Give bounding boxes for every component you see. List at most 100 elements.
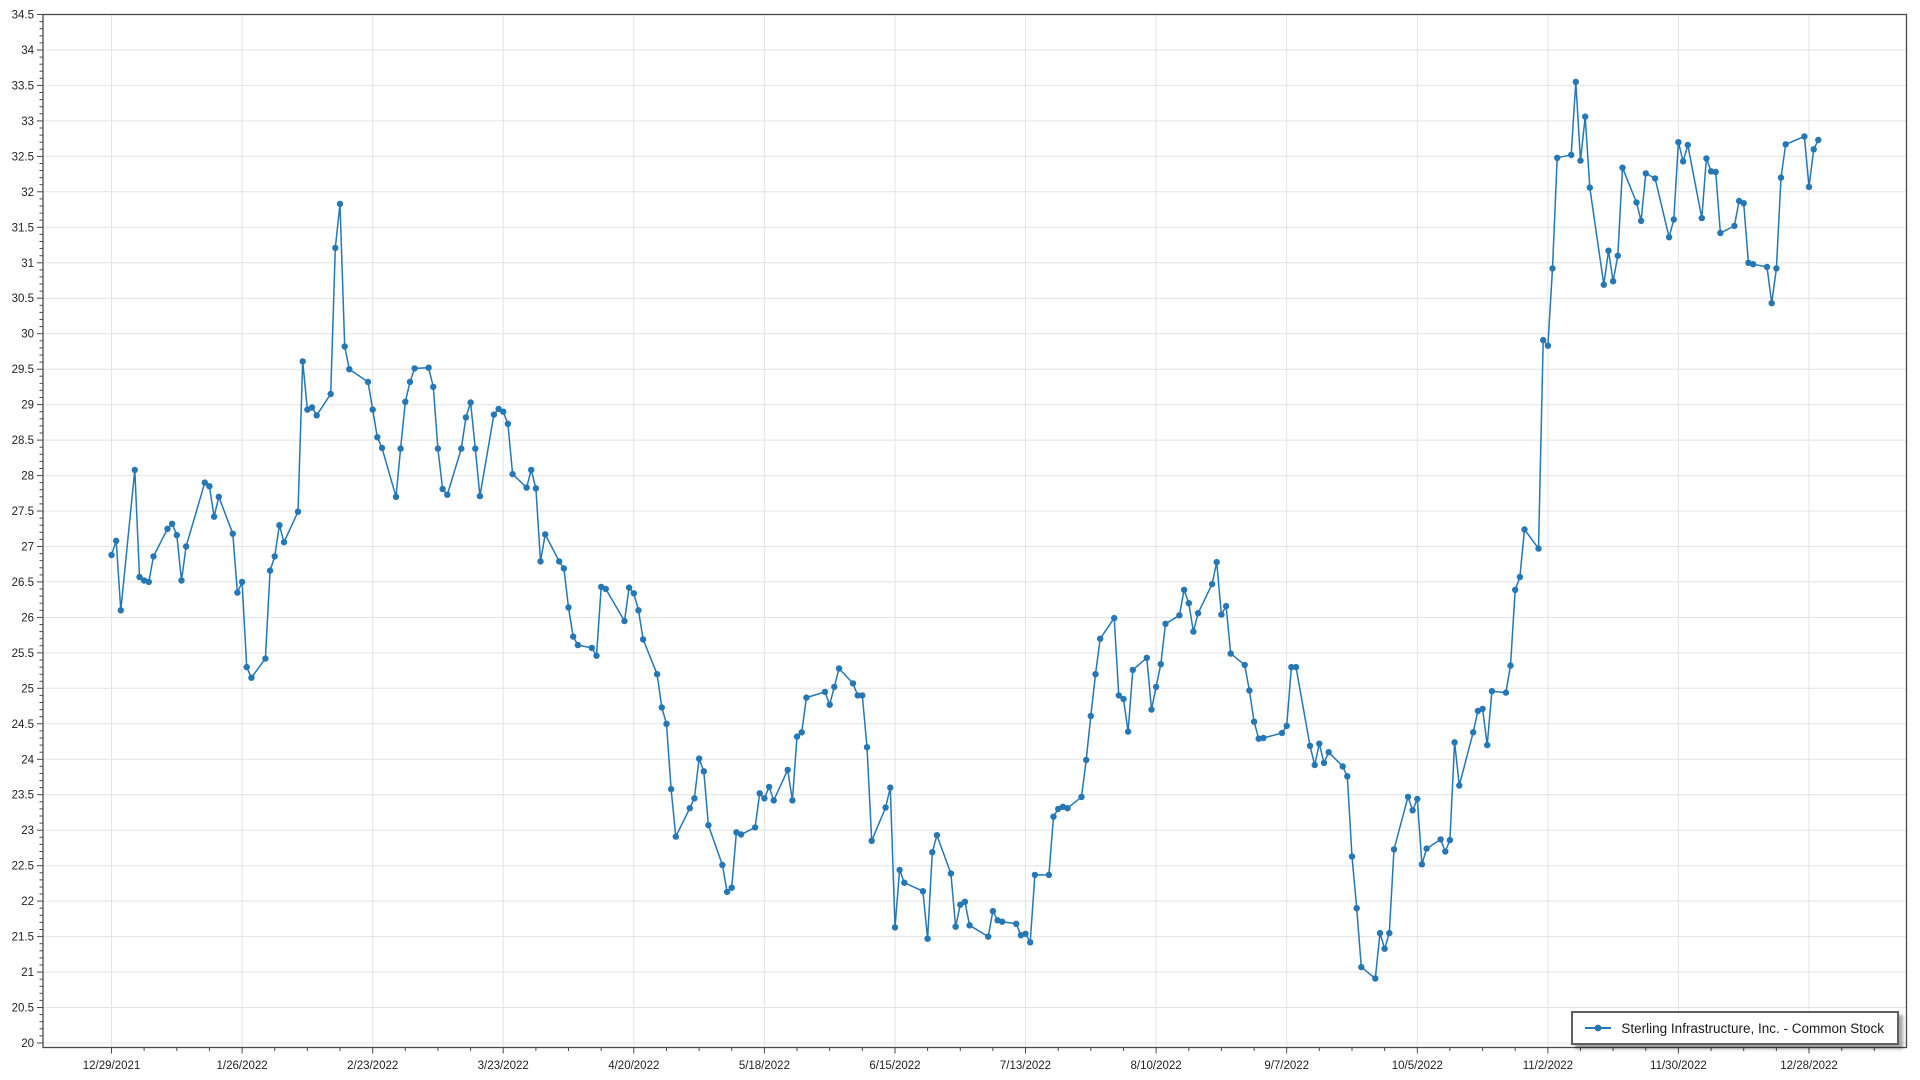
data-point-marker [1414, 795, 1421, 803]
data-point-marker [798, 729, 805, 736]
data-point-marker [1670, 216, 1678, 223]
data-point-marker [672, 833, 679, 840]
y-axis-tick-label: 27.5 [12, 506, 34, 518]
data-point-marker [210, 513, 218, 520]
data-point-marker [1609, 278, 1617, 285]
data-point-marker [803, 694, 810, 701]
data-point-marker [509, 470, 516, 478]
data-point-marker [1712, 168, 1719, 176]
data-point-marker [238, 578, 246, 586]
data-point-marker [1115, 692, 1123, 699]
data-point-marker [145, 578, 152, 586]
series-line-marker-icon [1584, 1023, 1612, 1033]
y-axis-tick-label: 33 [21, 116, 34, 128]
data-point-marker [1176, 612, 1183, 619]
data-point-marker [1358, 963, 1365, 971]
data-point-marker [1544, 342, 1552, 349]
data-point-marker [1810, 146, 1817, 153]
y-axis-tick-label: 33.5 [12, 80, 34, 92]
data-point-marker [635, 607, 642, 614]
data-point-marker [625, 584, 633, 591]
data-point-marker [462, 414, 470, 421]
y-axis-tick-label: 26 [21, 612, 34, 624]
data-point-marker [560, 565, 568, 572]
data-point-marker [271, 553, 278, 560]
data-point-marker [1208, 580, 1216, 588]
y-axis-tick-label: 34 [21, 45, 34, 57]
data-point-marker [933, 832, 941, 839]
data-point-marker [1404, 793, 1412, 801]
data-point-marker [952, 923, 959, 930]
data-point-marker [374, 434, 381, 441]
data-point-marker [1521, 526, 1528, 533]
data-point-marker [1600, 281, 1608, 288]
data-point-marker [542, 531, 549, 538]
data-point-marker [1502, 689, 1510, 696]
data-point-marker [989, 907, 997, 915]
data-point-marker [150, 553, 157, 560]
y-axis-tick-label: 34.5 [12, 10, 34, 22]
data-point-marker [719, 861, 726, 869]
data-point-marker [1083, 756, 1090, 764]
data-point-marker [1470, 729, 1477, 736]
data-point-marker [999, 918, 1006, 925]
y-axis-tick-label: 24.5 [12, 719, 34, 731]
data-point-marker [1507, 662, 1514, 669]
legend[interactable]: Sterling Infrastructure, Inc. - Common S… [1571, 1011, 1899, 1045]
data-point-marker [406, 378, 414, 386]
data-point-marker [1222, 602, 1230, 610]
data-point-marker [556, 558, 563, 565]
data-point-marker [528, 466, 535, 474]
data-point-marker [1614, 252, 1622, 259]
data-point-marker [985, 933, 992, 940]
data-point-marker [136, 573, 143, 581]
data-point-marker [1456, 782, 1463, 789]
data-point-marker [113, 537, 120, 544]
data-point-marker [392, 493, 400, 500]
x-axis-tick-label: 6/15/2022 [869, 1060, 920, 1072]
y-axis-tick-label: 22 [21, 896, 34, 908]
data-point-marker [1418, 861, 1426, 868]
data-point-marker [882, 804, 889, 811]
x-axis-tick-label: 11/30/2022 [1650, 1060, 1707, 1072]
data-point-marker [896, 866, 903, 874]
data-point-marker [262, 655, 269, 662]
data-point-marker [1437, 836, 1444, 843]
data-point-marker [1376, 929, 1384, 937]
data-point-marker [131, 466, 138, 474]
data-point-marker [1344, 773, 1351, 780]
data-point-marker [1479, 705, 1486, 713]
data-point-marker [1372, 975, 1379, 982]
price-line [110, 81, 1819, 980]
data-point-marker [723, 888, 731, 896]
data-point-marker [1451, 739, 1458, 746]
data-point-marker [728, 884, 735, 891]
x-axis-tick-label: 1/26/2022 [217, 1060, 268, 1072]
data-point-marker [887, 784, 894, 791]
data-point-marker [1162, 620, 1169, 627]
data-point-marker [182, 543, 190, 550]
data-point-marker [1143, 654, 1151, 661]
data-point-marker [695, 755, 703, 762]
data-point-marker [1390, 846, 1398, 853]
data-point-marker [891, 924, 899, 931]
data-point-marker [1484, 741, 1491, 749]
data-point-marker [1124, 728, 1132, 735]
data-point-marker [1339, 763, 1346, 770]
data-point-marker [495, 405, 502, 413]
data-point-marker [378, 444, 386, 452]
data-point-marker [1078, 793, 1085, 801]
data-point-marker [1637, 217, 1645, 225]
data-point-marker [831, 683, 838, 691]
data-point-marker [705, 822, 712, 829]
data-point-marker [1246, 687, 1253, 694]
data-point-marker [1255, 735, 1262, 742]
data-point-marker [859, 692, 866, 699]
data-point-marker [411, 365, 418, 372]
data-point-marker [1111, 614, 1118, 622]
data-point-marker [966, 922, 973, 929]
data-point-marker [565, 604, 572, 611]
y-axis-tick-label: 23.5 [12, 790, 34, 802]
data-point-marker [1213, 558, 1220, 566]
data-point-marker [1768, 300, 1775, 307]
